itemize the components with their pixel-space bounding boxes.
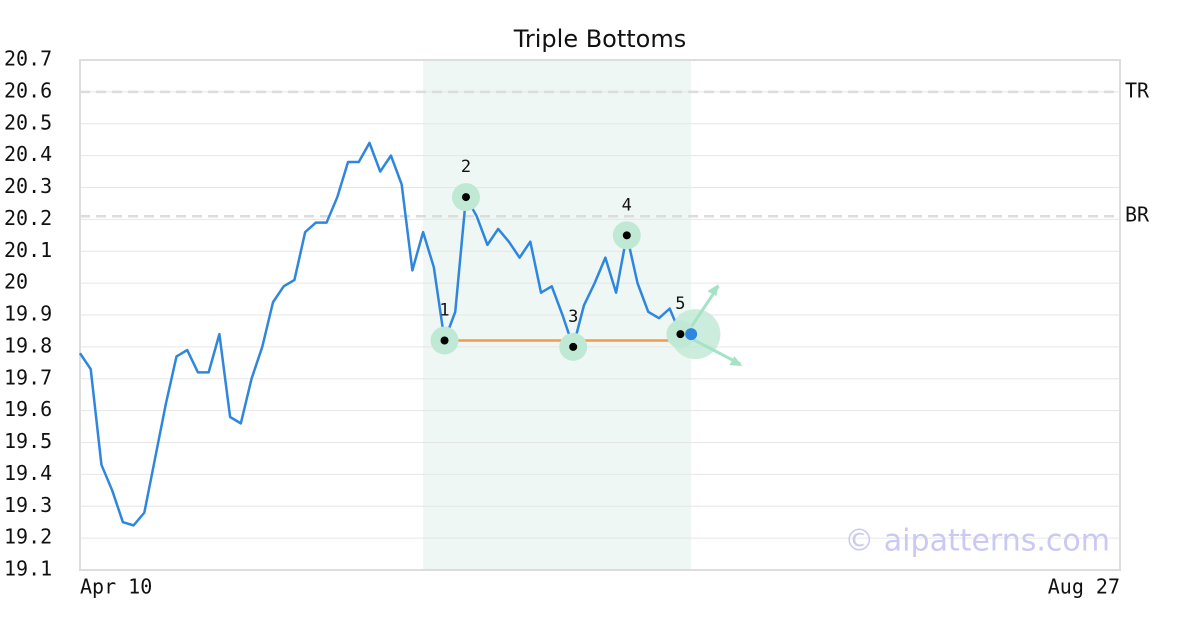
y-tick-label: 20.5 bbox=[4, 110, 52, 134]
pattern-point bbox=[622, 231, 631, 240]
pattern-point bbox=[440, 336, 449, 345]
x-tick-label: Aug 27 bbox=[1048, 575, 1120, 599]
level-label: TR bbox=[1125, 78, 1150, 102]
arrow-head bbox=[729, 356, 743, 367]
y-tick-label: 20.6 bbox=[4, 78, 52, 102]
pattern-point bbox=[461, 193, 470, 202]
y-tick-label: 19.8 bbox=[4, 333, 52, 357]
y-tick-label: 19.6 bbox=[4, 397, 52, 421]
pattern-label: 1 bbox=[439, 301, 449, 321]
pattern-label: 4 bbox=[622, 195, 632, 215]
y-tick-label: 20.7 bbox=[4, 47, 52, 71]
y-tick-label: 19.9 bbox=[4, 302, 52, 326]
arrow-down bbox=[689, 336, 742, 366]
y-tick-label: 19.7 bbox=[4, 365, 52, 389]
y-tick-label: 19.1 bbox=[4, 557, 52, 581]
y-tick-label: 19.5 bbox=[4, 429, 52, 453]
y-tick-label: 20.4 bbox=[4, 142, 52, 166]
watermark: © aipatterns.com bbox=[844, 524, 1110, 559]
last-point bbox=[685, 328, 698, 341]
pattern-label: 2 bbox=[461, 157, 471, 177]
y-tick-label: 19.2 bbox=[4, 525, 52, 549]
price-line bbox=[78, 141, 692, 527]
y-tick-label: 20.1 bbox=[4, 238, 52, 262]
y-tick-label: 19.3 bbox=[4, 493, 52, 517]
y-tick-label: 20.3 bbox=[4, 174, 52, 198]
plot-frame bbox=[79, 59, 1121, 571]
level-label: BR bbox=[1125, 203, 1150, 227]
pattern-point bbox=[569, 342, 578, 351]
x-tick-label: Apr 10 bbox=[80, 575, 152, 599]
y-tick-label: 20 bbox=[4, 270, 28, 294]
arrow-head bbox=[707, 284, 719, 297]
pattern-point bbox=[676, 330, 685, 339]
pattern-label: 3 bbox=[568, 307, 578, 327]
y-tick-label: 19.4 bbox=[4, 461, 52, 485]
pattern-label: 5 bbox=[675, 294, 685, 314]
y-tick-label: 20.2 bbox=[4, 206, 52, 230]
chart-title: Triple Bottoms bbox=[513, 25, 687, 53]
